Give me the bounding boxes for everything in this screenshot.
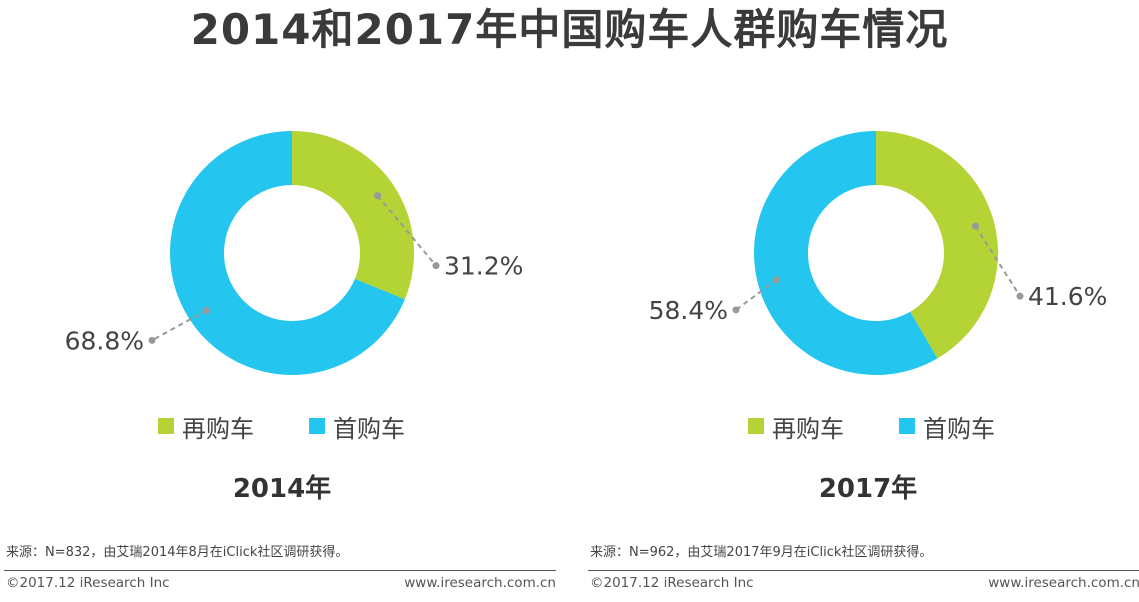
chart-panel-2014: 31.2% 68.8% 再购车 首购车 2014年 来源：N=832，由艾瑞201… (4, 131, 556, 591)
page-title: 2014和2017年中国购车人群购车情况 (190, 5, 949, 54)
legend-item-repurchase: 再购车 (158, 409, 254, 444)
year-label-2017: 2017年 (818, 474, 918, 504)
data-label-repurchase: 31.2% (444, 252, 523, 281)
data-label-first: 58.4% (649, 296, 728, 325)
source-note-2014: 来源：N=832，由艾瑞2014年8月在iClick社区调研获得。 (6, 545, 349, 560)
copyright-right: ©2017.12 iResearch Inc (590, 575, 754, 591)
footer-divider-left (4, 570, 556, 571)
data-label-repurchase: 41.6% (1028, 282, 1107, 311)
legend-2014: 再购车 首购车 (158, 408, 460, 444)
leader-line-first (151, 309, 207, 342)
leader-line-repurchase (376, 195, 437, 267)
legend-label-repurchase: 再购车 (772, 414, 844, 443)
leader-line-repurchase (974, 225, 1021, 297)
footer-divider-right (588, 570, 1139, 571)
slice-first (753, 131, 938, 375)
legend-swatch-first (899, 418, 915, 434)
donut-chart-2017: 41.6% 58.4% (649, 131, 1107, 375)
legend-swatch-first (309, 418, 325, 434)
year-label-2014: 2014年 (232, 474, 332, 504)
legend-swatch-repurchase (748, 418, 764, 434)
legend-label-repurchase: 再购车 (182, 414, 254, 443)
legend-item-first: 首购车 (309, 409, 405, 444)
legend-swatch-repurchase (158, 418, 174, 434)
donut-chart-2014: 31.2% 68.8% (65, 131, 523, 375)
copyright-left: ©2017.12 iResearch Inc (6, 575, 170, 591)
chart-panel-2017: 41.6% 58.4% 再购车 首购车 2017年 来源：N=962，由艾瑞201… (580, 0, 1139, 602)
slice-repurchase (292, 131, 414, 300)
slice-first (169, 131, 405, 375)
slice-repurchase (876, 131, 998, 359)
website-right: www.iresearch.com.cn (988, 575, 1139, 591)
website-left: www.iresearch.com.cn (404, 575, 556, 591)
legend-item-first: 首购车 (899, 409, 995, 444)
legend-label-first: 首购车 (333, 414, 405, 443)
leader-end-first (148, 336, 156, 344)
source-note-2017: 来源：N=962，由艾瑞2017年9月在iClick社区调研获得。 (590, 545, 933, 560)
legend-2017: 再购车 首购车 (748, 408, 1050, 444)
legend-label-first: 首购车 (923, 414, 995, 443)
data-label-first: 68.8% (65, 326, 144, 355)
legend-item-repurchase: 再购车 (748, 409, 844, 444)
